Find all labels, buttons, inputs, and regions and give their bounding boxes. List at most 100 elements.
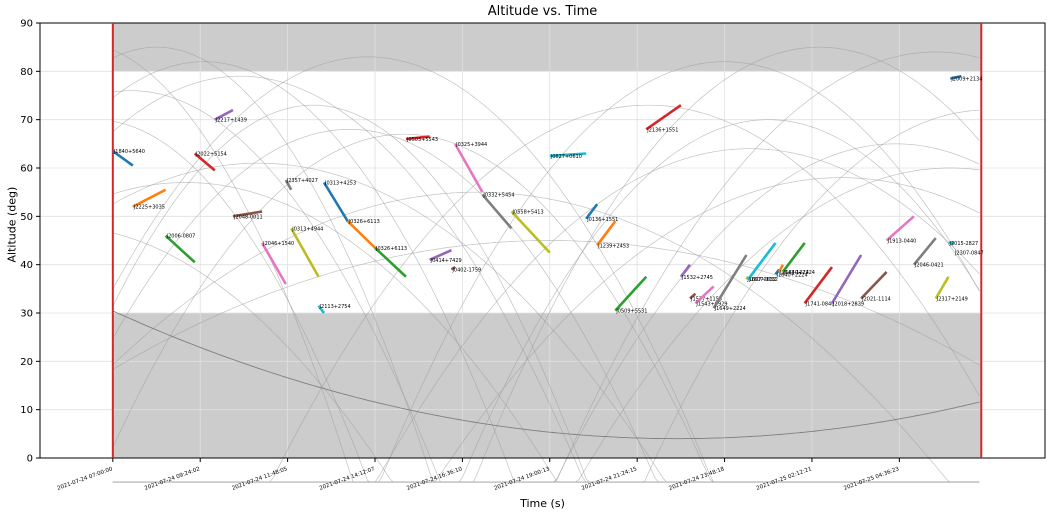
plot-frame <box>39 22 1046 459</box>
segment-label: J2225+3035 <box>133 205 165 211</box>
segment-line <box>453 143 484 193</box>
y-tick-label: 10 <box>20 405 33 416</box>
segment-label: J1840+5640 <box>113 149 145 155</box>
x-tick-label: 2021-07-24 09:24:02 <box>144 466 201 492</box>
segment-line <box>346 220 376 249</box>
segment-label: J2022+5154 <box>195 152 227 158</box>
segment-label: J2018+2839 <box>832 301 864 307</box>
segment-label: J0627+0610 <box>550 154 582 160</box>
shaded-band <box>112 313 982 458</box>
x-axis-label: Time (s) <box>520 497 565 510</box>
segment-line <box>803 266 834 305</box>
segment-label: J2009+2134 <box>950 77 982 83</box>
segment-line <box>164 234 196 264</box>
y-tick-label: 40 <box>20 260 33 271</box>
segment-line <box>860 271 888 300</box>
segment-line <box>290 227 320 278</box>
segment-label: J0136+1551 <box>586 217 618 223</box>
segment-label: J2006-0807 <box>166 234 196 240</box>
segment-label: J1543+0929 <box>695 301 727 307</box>
segment-label: J0326+6113 <box>348 219 380 225</box>
background-curve <box>112 191 980 483</box>
segment-line <box>193 152 216 172</box>
segment-label: J1239+2453 <box>597 243 629 249</box>
background-curve <box>112 240 980 370</box>
segment-label: J1607-0032 <box>748 277 778 283</box>
y-tick-label: 60 <box>20 164 33 175</box>
segment-line <box>830 254 863 305</box>
segment-line <box>481 193 513 230</box>
segment-label: J2046-0421 <box>914 263 944 269</box>
x-tick-label: 2021-07-24 07:00:00 <box>57 466 114 492</box>
segment-line <box>322 181 349 222</box>
segment-line <box>614 275 648 312</box>
segment-label: J1532+2745 <box>681 275 713 281</box>
segment-label: J1741-0840 <box>805 301 835 307</box>
segment-label: J2317+2149 <box>936 297 968 303</box>
segment-line <box>450 266 456 271</box>
segment-line <box>745 275 750 280</box>
segment-label: J0402-1759 <box>451 268 481 274</box>
x-tick-label: 2021-07-24 14:12:07 <box>319 466 376 492</box>
x-tick-label: 2021-07-25 04:36:23 <box>843 466 900 492</box>
segment-label: J0326+6113 <box>375 246 407 252</box>
segment-label: J1607-0032 <box>746 277 776 283</box>
segment-line <box>645 104 682 131</box>
segment-line <box>694 285 715 305</box>
segment-line <box>912 237 937 266</box>
segment-line <box>885 215 915 242</box>
segment-label: J2046+1540 <box>262 241 294 247</box>
segment-label: J1537+1155 <box>690 297 722 303</box>
x-tick-label: 2021-07-24 11:48:05 <box>231 466 288 492</box>
x-tick-label: 2021-07-24 23:48:18 <box>668 466 725 492</box>
background-curves <box>112 46 980 483</box>
segment-label: J2015-2827 <box>949 241 979 247</box>
background-curve <box>112 104 980 483</box>
y-tick-label: 80 <box>20 67 33 78</box>
x-tick-label: 2021-07-24 16:36:10 <box>406 466 463 492</box>
x-tick-label: 2021-07-24 19:00:13 <box>494 466 551 492</box>
segment-line <box>374 246 407 278</box>
x-tick-label: 2021-07-25 02:12:21 <box>756 466 813 492</box>
y-tick-label: 30 <box>20 309 33 320</box>
segment-label: J1643-1224 <box>779 270 809 276</box>
y-tick-label: 20 <box>20 357 33 368</box>
segment-line <box>510 210 551 254</box>
y-tick-label: 90 <box>20 19 33 30</box>
segment-label: J0414+7429 <box>430 258 462 264</box>
y-tick-label: 0 <box>27 454 33 465</box>
segment-label: J0509+5531 <box>615 309 647 315</box>
segment-line <box>712 254 748 309</box>
segment-line <box>284 179 293 191</box>
segment-line <box>679 263 692 278</box>
segment-line <box>934 276 950 300</box>
segment-line <box>317 304 326 314</box>
segment-label: J0503+5543 <box>406 137 438 143</box>
segment-line <box>232 210 263 218</box>
segment-label: J2217+1439 <box>215 118 247 124</box>
segment-line <box>689 292 697 300</box>
segment-line <box>429 248 452 262</box>
y-tick-label: 50 <box>20 212 33 223</box>
segment-line <box>112 150 134 167</box>
segment-label: J0313+4253 <box>324 181 356 187</box>
segment-label: J0313+4944 <box>291 226 323 232</box>
segment-label: J2048-0011 <box>233 214 263 220</box>
segment-line <box>747 242 777 280</box>
shaded-band <box>112 23 982 72</box>
segment-label: J2136+1551 <box>646 127 678 133</box>
segment-label: J1913-0440 <box>887 239 917 245</box>
segment-label: J1640+2224 <box>783 270 815 276</box>
segment-line <box>778 264 784 273</box>
segment-label: J2357+4027 <box>286 178 318 184</box>
y-tick-label: 70 <box>20 115 33 126</box>
segment-label: J2021-1114 <box>861 297 891 303</box>
segment-label: J0332+5454 <box>482 193 514 199</box>
segment-line <box>405 135 430 141</box>
chart-title: Altitude vs. Time <box>487 4 598 19</box>
segment-label: J0558+5413 <box>512 210 544 216</box>
segment-line <box>585 203 599 220</box>
segment-line <box>549 152 587 158</box>
